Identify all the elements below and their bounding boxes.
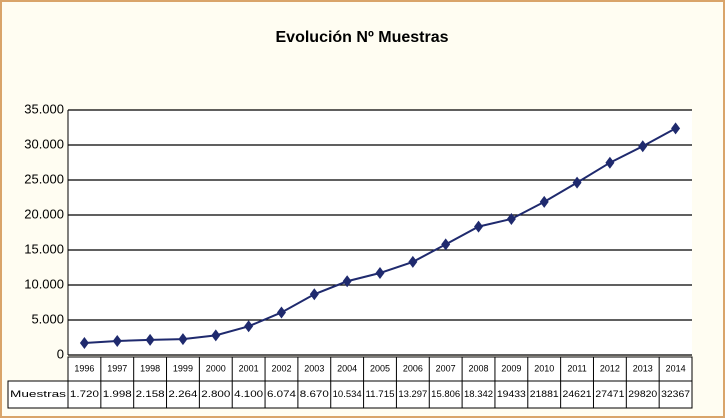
data-table-value: 13.297 (398, 389, 427, 399)
x-tick-label: 2014 (666, 363, 686, 373)
data-table-value: 4.100 (234, 389, 263, 399)
data-table-value: 2.158 (136, 389, 165, 399)
data-table-value: 10.534 (333, 389, 362, 399)
x-tick-label: 2001 (239, 363, 259, 373)
x-tick-label: 2000 (206, 363, 226, 373)
data-point (638, 140, 648, 153)
data-point (276, 306, 286, 319)
data-point (145, 333, 155, 346)
data-table-value: 8.670 (300, 389, 329, 399)
data-point (474, 220, 484, 233)
chart-title: Evolución Nº Muestras (276, 29, 449, 46)
data-point (112, 335, 122, 348)
data-point (375, 266, 385, 279)
data-table-value: 1.998 (103, 389, 132, 399)
data-table (7, 380, 693, 409)
x-tick-label: 2008 (469, 363, 489, 373)
data-point (244, 320, 254, 333)
data-table-value: 32367 (661, 389, 690, 399)
y-tick-label: 20.000 (24, 206, 64, 221)
x-tick-label: 2009 (501, 363, 521, 373)
data-table-value: 29820 (628, 389, 657, 399)
data-table-value: 6.074 (267, 389, 296, 399)
data-table-value: 11.715 (366, 389, 395, 399)
data-table-value: 2.800 (201, 389, 230, 399)
data-table-value: 27471 (595, 389, 624, 399)
y-tick-label: 35.000 (24, 101, 64, 116)
x-tick-label: 1998 (140, 363, 160, 373)
x-tick-label: 1996 (74, 363, 94, 373)
data-point (671, 122, 681, 135)
data-point (441, 238, 451, 251)
x-tick-label: 2007 (436, 363, 456, 373)
y-tick-label: 0 (57, 346, 64, 361)
data-point (79, 336, 89, 349)
data-point (539, 195, 549, 208)
x-tick-label: 2010 (534, 363, 554, 373)
data-point (605, 156, 615, 169)
plot-area (68, 110, 692, 355)
x-tick-label: 2013 (633, 363, 653, 373)
x-tick-label: 1997 (107, 363, 127, 373)
data-point (506, 212, 516, 225)
y-tick-label: 5.000 (31, 311, 64, 326)
data-point (572, 176, 582, 189)
data-table-value: 24621 (563, 389, 592, 399)
data-table-value: 21881 (530, 389, 559, 399)
data-table-value: 1.720 (70, 389, 99, 399)
y-tick-label: 30.000 (24, 136, 64, 151)
data-point (178, 333, 188, 346)
x-tick-label: 2011 (567, 363, 586, 373)
data-table-value: 18.342 (464, 389, 493, 399)
data-table-value: 15.806 (431, 389, 460, 399)
data-table-value: 2.264 (168, 389, 197, 399)
y-tick-label: 15.000 (24, 241, 64, 256)
x-tick-label: 2005 (370, 363, 390, 373)
x-tick-label: 2002 (271, 363, 291, 373)
y-tick-label: 25.000 (24, 171, 64, 186)
x-tick-label: 2004 (337, 363, 357, 373)
legend-label: Muestras (10, 389, 67, 399)
data-point (211, 329, 221, 342)
x-tick-label: 1999 (173, 363, 193, 373)
y-tick-label: 10.000 (24, 276, 64, 291)
data-table-value: 19433 (497, 389, 526, 399)
data-point (309, 288, 319, 301)
data-point (342, 275, 352, 288)
data-point (408, 255, 418, 268)
x-tick-label: 2003 (304, 363, 324, 373)
x-tick-label: 2006 (403, 363, 423, 373)
x-tick-label: 2012 (600, 363, 620, 373)
